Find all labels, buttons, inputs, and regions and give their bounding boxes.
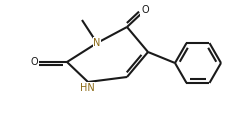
Text: N: N [93, 38, 100, 48]
Text: HN: HN [79, 83, 94, 93]
Text: O: O [140, 5, 148, 15]
Text: O: O [30, 57, 38, 67]
